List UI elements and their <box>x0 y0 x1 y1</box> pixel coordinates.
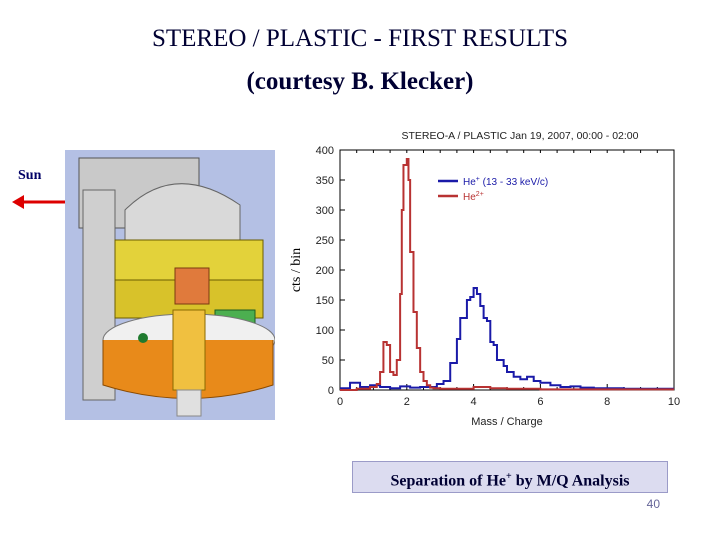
x-tick-label: 0 <box>337 396 343 408</box>
x-tick-label: 4 <box>471 396 477 408</box>
instrument-cutaway-icon <box>65 150 275 420</box>
sun-arrow-icon <box>12 195 66 209</box>
plot-frame <box>339 149 675 391</box>
legend-label-he2: He2+ <box>463 191 484 203</box>
legend: He+ (13 - 33 keV/c) He2+ <box>438 176 548 203</box>
slide-title: STEREO / PLASTIC - FIRST RESULTS <box>151 25 569 52</box>
x-tick-label: 6 <box>537 396 543 408</box>
mq-spectrum-chart: STEREO-A / PLASTIC Jan 19, 2007, 00:00 -… <box>289 130 680 428</box>
x-tick-label: 2 <box>404 396 410 408</box>
y-tick-label: 100 <box>316 325 334 337</box>
y-tick-label: 50 <box>322 355 334 367</box>
series-line-2 <box>340 158 674 391</box>
y-axis-label: cts / bin <box>289 248 304 292</box>
y-tick-label: 300 <box>316 205 334 217</box>
sun-label: Sun <box>18 168 42 183</box>
y-tick-label: 0 <box>328 385 334 397</box>
y-tick-label: 150 <box>316 295 334 307</box>
legend-label-he1: He+ (13 - 33 keV/c) <box>463 176 548 188</box>
y-tick-label: 250 <box>316 235 334 247</box>
series-line-1 <box>340 287 674 390</box>
caption-superscript: + <box>506 471 512 482</box>
x-tick-label: 10 <box>668 396 680 408</box>
page-number: 40 <box>646 497 660 511</box>
caption-box: Separation of He+ by M/Q Analysis <box>352 461 668 493</box>
x-tick-label: 8 <box>604 396 610 408</box>
caption-text-post: by M/Q Analysis <box>511 472 630 490</box>
caption-text-pre: Separation of He <box>390 472 507 490</box>
y-tick-label: 350 <box>316 175 334 187</box>
chart-title: STEREO-A / PLASTIC Jan 19, 2007, 00:00 -… <box>402 130 639 142</box>
y-tick-label: 400 <box>316 145 334 157</box>
y-tick-label: 200 <box>316 265 334 277</box>
x-axis-label: Mass / Charge <box>471 416 543 428</box>
slide-subtitle: (courtesy B. Klecker) <box>246 68 474 95</box>
